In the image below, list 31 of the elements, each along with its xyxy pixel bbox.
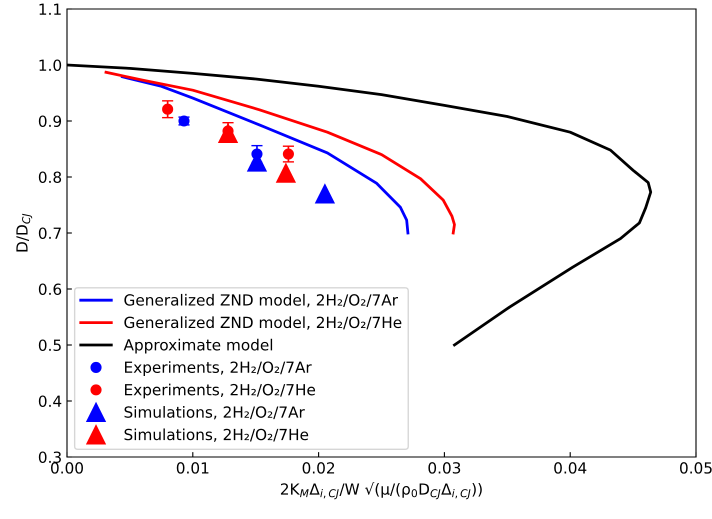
- legend-label: Simulations, 2H₂/O₂/7He: [124, 428, 308, 442]
- text: 2K$_{M}$Δ$_{i,CJ}$/W √(μ/(ρ$_{0}$D$_{CJ}$Δ$_{i,CJ}$)): [280, 482, 482, 500]
- x-tick-label: 0.05: [680, 462, 712, 474]
- legend-label: Experiments, 2H₂/O₂/7Ar: [125, 361, 312, 376]
- y-tick-label: 0.9: [38, 115, 62, 128]
- y-tick-label: 0.5: [38, 339, 61, 352]
- x-tick-label: 0.03: [428, 462, 460, 474]
- point: [282, 148, 294, 160]
- x-tick-label: 0.01: [176, 462, 208, 474]
- y-axis-title: D/D$_{CJ}$: [16, 214, 32, 252]
- y-tick-label: 1.1: [40, 4, 61, 15]
- legend-label: Generalized ZND model, 2H₂/O₂/7Ar: [124, 294, 398, 308]
- y-tick-label: 1.0: [40, 59, 62, 72]
- legend-label: Approximate model: [124, 338, 272, 354]
- point: [162, 104, 174, 115]
- legend-label: Generalized ZND model, 2H₂/O₂/7He: [124, 316, 402, 330]
- point: [276, 163, 296, 183]
- x-tick-label: 0.02: [302, 462, 334, 474]
- line-series: [104, 70, 456, 234]
- legend-label: Experiments, 2H₂/O₂/7He: [125, 384, 316, 398]
- point: [315, 184, 335, 204]
- y-tick-label: 0.6: [38, 283, 62, 296]
- line-series: [120, 75, 410, 234]
- point: [251, 148, 263, 160]
- y-tick-label: 0.7: [38, 227, 61, 240]
- legend-label: Simulations, 2H₂/O₂/7Ar: [124, 406, 305, 420]
- y-tick-label: 0.4: [38, 395, 62, 408]
- y-tick-label: 0.3: [38, 451, 61, 464]
- x-tick-label: 0.04: [554, 462, 586, 474]
- x-tick-label: 0.00: [51, 462, 83, 474]
- y-tick-label: 0.8: [38, 171, 62, 184]
